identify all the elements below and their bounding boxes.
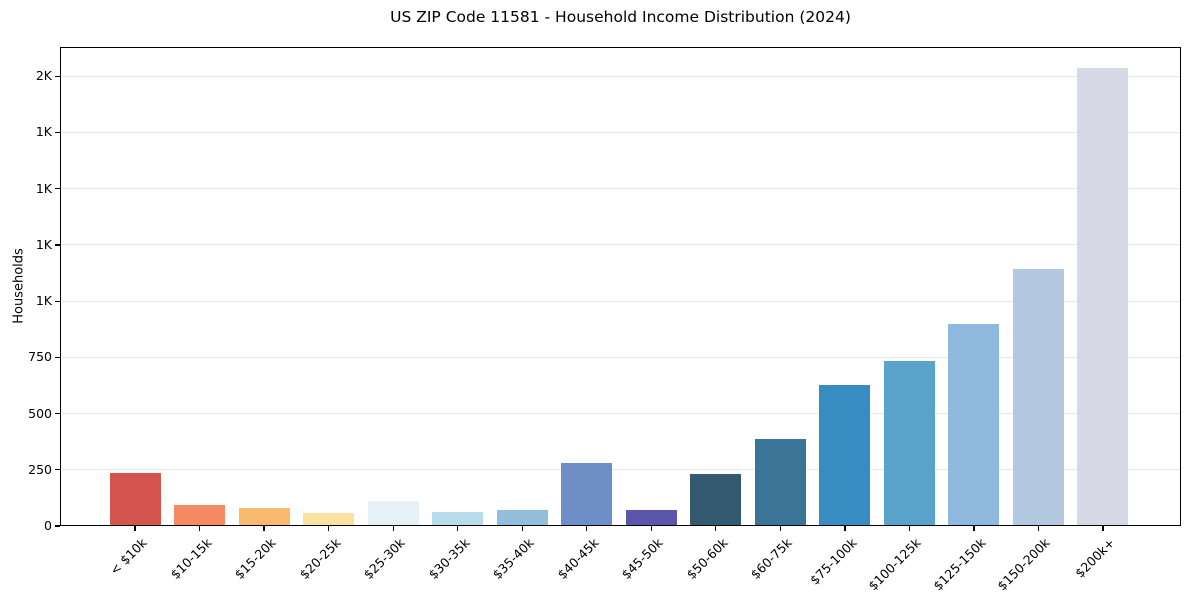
bar bbox=[109, 473, 161, 526]
x-tick-mark bbox=[586, 526, 588, 531]
bar bbox=[1012, 268, 1064, 526]
x-tick-mark bbox=[1102, 526, 1104, 531]
chart-title: US ZIP Code 11581 - Household Income Dis… bbox=[390, 8, 851, 26]
y-tick-mark bbox=[55, 300, 60, 302]
bar bbox=[948, 323, 1000, 526]
y-tick-mark bbox=[55, 244, 60, 246]
x-tick-mark bbox=[715, 526, 717, 531]
bar bbox=[174, 504, 226, 526]
x-tick-label: $60-75k bbox=[747, 535, 795, 583]
gridline bbox=[60, 131, 1181, 133]
x-tick-mark bbox=[263, 526, 265, 531]
x-tick-label: $30-35k bbox=[425, 535, 473, 583]
x-tick-label: $10-15k bbox=[167, 535, 215, 583]
x-tick-mark bbox=[134, 526, 136, 531]
x-tick-mark bbox=[650, 526, 652, 531]
x-tick-label: $20-25k bbox=[296, 535, 344, 583]
y-axis-label: Households bbox=[11, 248, 27, 324]
y-tick-mark bbox=[55, 131, 60, 134]
bar bbox=[883, 360, 935, 526]
y-tick-label: 500 bbox=[28, 405, 52, 421]
plot-area bbox=[60, 47, 1181, 526]
y-tick-mark bbox=[55, 469, 60, 471]
y-tick-mark bbox=[55, 75, 60, 77]
x-tick-mark bbox=[327, 526, 330, 531]
y-tick-mark bbox=[55, 525, 60, 527]
y-tick-label: 2K bbox=[35, 68, 52, 84]
bar bbox=[496, 509, 548, 526]
x-tick-label: $35-40k bbox=[489, 535, 537, 583]
x-tick-mark bbox=[779, 526, 781, 531]
x-tick-label: $200k+ bbox=[1071, 535, 1118, 581]
bar bbox=[238, 508, 290, 526]
x-tick-mark bbox=[521, 526, 523, 531]
x-tick-mark bbox=[198, 526, 201, 531]
gridline bbox=[60, 300, 1181, 302]
x-tick-mark bbox=[973, 526, 975, 531]
y-tick-label: 1K bbox=[35, 124, 52, 140]
y-tick-mark bbox=[55, 356, 60, 359]
bar bbox=[1077, 68, 1129, 526]
gridline bbox=[60, 356, 1181, 358]
y-tick-label: 1K bbox=[35, 293, 52, 309]
y-tick-label: 1K bbox=[35, 236, 52, 252]
gridline bbox=[60, 413, 1181, 415]
bar bbox=[432, 512, 484, 526]
gridline bbox=[60, 244, 1181, 246]
x-tick-mark bbox=[457, 526, 459, 531]
y-tick-label: 1K bbox=[35, 180, 52, 196]
y-tick-label: 250 bbox=[28, 461, 52, 477]
y-tick-label: 0 bbox=[44, 518, 52, 533]
x-tick-label: $45-50k bbox=[618, 535, 666, 583]
y-tick-mark bbox=[55, 412, 60, 415]
x-tick-label: < $10k bbox=[106, 535, 150, 578]
y-tick-mark bbox=[55, 188, 60, 190]
bar bbox=[819, 385, 871, 526]
bar bbox=[367, 500, 419, 526]
x-tick-label: $75-100k bbox=[806, 535, 860, 588]
bar bbox=[625, 510, 677, 526]
y-tick-label: 750 bbox=[28, 349, 52, 365]
gridline bbox=[60, 188, 1181, 190]
x-tick-mark bbox=[1037, 526, 1040, 531]
x-tick-mark bbox=[844, 526, 846, 531]
x-tick-label: $100-125k bbox=[865, 535, 924, 593]
x-tick-label: $50-60k bbox=[683, 535, 731, 583]
bar bbox=[690, 474, 742, 526]
x-tick-label: $15-20k bbox=[231, 535, 279, 583]
x-tick-mark bbox=[392, 526, 394, 531]
bar bbox=[754, 439, 806, 526]
x-tick-label: $150-200k bbox=[994, 535, 1054, 593]
x-tick-label: $125-150k bbox=[930, 535, 989, 593]
bar bbox=[303, 512, 355, 526]
gridline bbox=[60, 75, 1181, 77]
x-tick-label: $40-45k bbox=[554, 535, 602, 583]
x-tick-mark bbox=[908, 526, 911, 531]
x-tick-label: $25-30k bbox=[360, 535, 408, 583]
bar bbox=[561, 463, 613, 526]
gridline bbox=[60, 469, 1181, 471]
